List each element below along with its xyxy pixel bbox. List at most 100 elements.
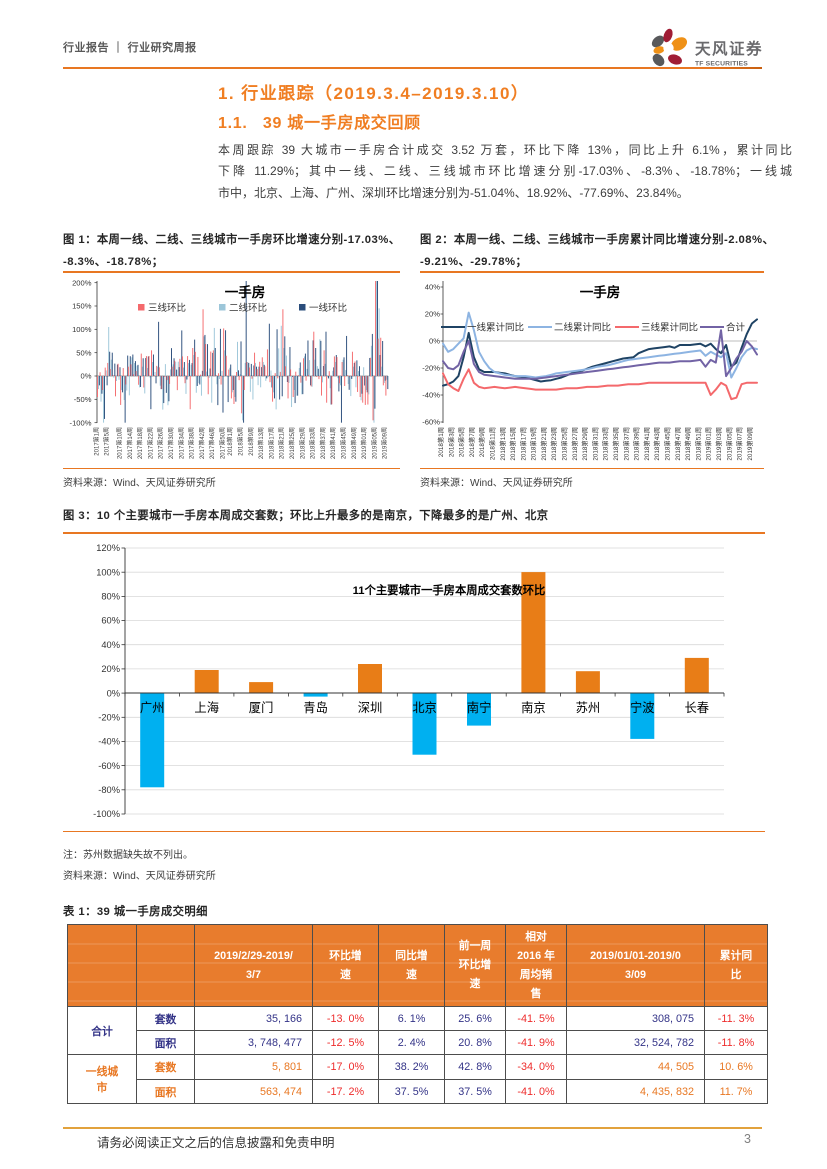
svg-text:2018第13周: 2018第13周 bbox=[498, 427, 507, 461]
svg-text:-40%: -40% bbox=[422, 391, 440, 400]
svg-text:-40%: -40% bbox=[98, 737, 120, 747]
svg-text:150%: 150% bbox=[72, 302, 92, 311]
svg-text:三线环比: 三线环比 bbox=[148, 302, 186, 314]
svg-text:宁波: 宁波 bbox=[630, 700, 655, 715]
svg-text:2018第11周: 2018第11周 bbox=[488, 427, 497, 460]
svg-text:-20%: -20% bbox=[98, 713, 120, 723]
svg-text:-80%: -80% bbox=[98, 785, 120, 795]
svg-text:0%: 0% bbox=[429, 337, 440, 346]
svg-text:2018第35周: 2018第35周 bbox=[611, 427, 620, 461]
svg-text:2017第18周: 2017第18周 bbox=[136, 427, 144, 459]
svg-text:-60%: -60% bbox=[422, 418, 440, 427]
svg-text:2018第43周: 2018第43周 bbox=[652, 427, 661, 461]
svg-text:80%: 80% bbox=[101, 592, 120, 602]
svg-text:2018第15周: 2018第15周 bbox=[508, 427, 517, 461]
svg-text:2017第14周: 2017第14周 bbox=[126, 427, 134, 459]
svg-text:2018第21周: 2018第21周 bbox=[539, 427, 548, 461]
svg-text:2018第37周: 2018第37周 bbox=[621, 427, 630, 461]
svg-text:2017第5周: 2017第5周 bbox=[103, 427, 111, 456]
svg-text:一线环比: 一线环比 bbox=[309, 302, 347, 314]
svg-text:2018第19周: 2018第19周 bbox=[529, 427, 538, 461]
svg-text:-20%: -20% bbox=[422, 364, 440, 373]
svg-text:2018第39周: 2018第39周 bbox=[632, 427, 641, 461]
svg-text:二线环比: 二线环比 bbox=[229, 302, 267, 314]
svg-text:2018第1周: 2018第1周 bbox=[226, 427, 234, 456]
svg-text:50%: 50% bbox=[76, 348, 91, 357]
svg-text:南京: 南京 bbox=[521, 700, 546, 715]
svg-text:2018第49周: 2018第49周 bbox=[683, 427, 692, 461]
svg-text:深圳: 深圳 bbox=[358, 701, 383, 715]
svg-text:2017第42周: 2017第42周 bbox=[198, 427, 206, 459]
svg-text:2018第37周: 2018第37周 bbox=[319, 427, 327, 459]
svg-text:100%: 100% bbox=[96, 567, 120, 577]
svg-text:2018第31周: 2018第31周 bbox=[590, 427, 599, 461]
svg-text:一线累计同比: 一线累计同比 bbox=[467, 322, 524, 334]
svg-text:2018第13周: 2018第13周 bbox=[257, 427, 265, 459]
svg-text:2018第9周: 2018第9周 bbox=[477, 427, 486, 457]
svg-text:-50%: -50% bbox=[74, 395, 92, 404]
svg-text:-60%: -60% bbox=[98, 761, 120, 771]
svg-text:2018第41周: 2018第41周 bbox=[642, 427, 651, 461]
svg-text:2017第38周: 2017第38周 bbox=[188, 427, 196, 459]
svg-text:2019第09周: 2019第09周 bbox=[381, 427, 389, 459]
svg-text:TF SECURITIES: TF SECURITIES bbox=[695, 61, 748, 68]
svg-text:2018第7周: 2018第7周 bbox=[467, 427, 476, 457]
svg-text:120%: 120% bbox=[96, 543, 120, 553]
svg-text:2018第49周: 2018第49周 bbox=[350, 427, 358, 459]
svg-text:2019第09周: 2019第09周 bbox=[745, 427, 754, 461]
svg-text:200%: 200% bbox=[72, 278, 92, 287]
svg-text:青岛: 青岛 bbox=[303, 700, 328, 715]
svg-text:上海: 上海 bbox=[194, 700, 219, 715]
svg-text:20%: 20% bbox=[425, 310, 440, 319]
svg-text:40%: 40% bbox=[101, 640, 120, 650]
svg-text:2019第03周: 2019第03周 bbox=[714, 427, 723, 461]
svg-text:2017第46周: 2017第46周 bbox=[208, 427, 216, 459]
svg-text:天风证券: 天风证券 bbox=[695, 39, 763, 58]
svg-text:2018第45周: 2018第45周 bbox=[340, 427, 348, 459]
svg-text:2018第9周: 2018第9周 bbox=[247, 427, 255, 456]
svg-text:2018第3周: 2018第3周 bbox=[446, 427, 455, 457]
svg-text:100%: 100% bbox=[72, 325, 92, 334]
svg-text:2018第21周: 2018第21周 bbox=[278, 427, 286, 459]
svg-text:2018第29周: 2018第29周 bbox=[298, 427, 306, 459]
svg-text:2017第1周: 2017第1周 bbox=[92, 427, 100, 456]
svg-text:三线累计同比: 三线累计同比 bbox=[641, 322, 698, 334]
svg-text:二线累计同比: 二线累计同比 bbox=[554, 322, 611, 334]
svg-text:2018第17周: 2018第17周 bbox=[267, 427, 275, 459]
svg-text:合计: 合计 bbox=[726, 322, 746, 334]
svg-text:2019第05周: 2019第05周 bbox=[724, 427, 733, 461]
svg-text:2018第1周: 2018第1周 bbox=[436, 427, 445, 457]
svg-text:2019第05周: 2019第05周 bbox=[370, 427, 378, 459]
svg-text:2018第25周: 2018第25周 bbox=[560, 427, 569, 461]
svg-text:一手房: 一手房 bbox=[580, 284, 621, 300]
svg-text:2018第27周: 2018第27周 bbox=[570, 427, 579, 461]
svg-text:2018第51周: 2018第51周 bbox=[693, 427, 702, 461]
svg-text:苏州: 苏州 bbox=[576, 700, 601, 715]
svg-text:2018第47周: 2018第47周 bbox=[673, 427, 682, 461]
svg-text:广州: 广州 bbox=[140, 701, 165, 715]
svg-text:2018第5周: 2018第5周 bbox=[457, 427, 466, 457]
svg-text:2017第50周: 2017第50周 bbox=[219, 427, 227, 459]
svg-text:40%: 40% bbox=[425, 283, 440, 292]
svg-text:长春: 长春 bbox=[684, 701, 709, 715]
svg-text:厦门: 厦门 bbox=[249, 700, 274, 715]
svg-text:2018第17周: 2018第17周 bbox=[518, 427, 527, 461]
svg-text:南宁: 南宁 bbox=[467, 700, 492, 715]
svg-text:2017第34周: 2017第34周 bbox=[177, 427, 185, 459]
svg-text:2018第45周: 2018第45周 bbox=[663, 427, 672, 461]
svg-text:2017第22周: 2017第22周 bbox=[146, 427, 154, 459]
svg-text:2018第23周: 2018第23周 bbox=[549, 427, 558, 461]
svg-text:0%: 0% bbox=[81, 372, 92, 381]
svg-text:一手房: 一手房 bbox=[225, 284, 266, 300]
svg-text:2018第25周: 2018第25周 bbox=[288, 427, 296, 459]
svg-text:2017第30周: 2017第30周 bbox=[167, 427, 175, 459]
svg-text:2017第10周: 2017第10周 bbox=[116, 427, 124, 459]
svg-text:2019第01周: 2019第01周 bbox=[360, 427, 368, 459]
svg-text:20%: 20% bbox=[101, 664, 120, 674]
svg-text:北京: 北京 bbox=[412, 701, 437, 715]
svg-text:2017第26周: 2017第26周 bbox=[157, 427, 165, 459]
svg-text:-100%: -100% bbox=[93, 809, 120, 819]
svg-text:2018第41周: 2018第41周 bbox=[329, 427, 337, 459]
svg-text:2019第07周: 2019第07周 bbox=[735, 427, 744, 461]
svg-text:2018第29周: 2018第29周 bbox=[580, 427, 589, 461]
